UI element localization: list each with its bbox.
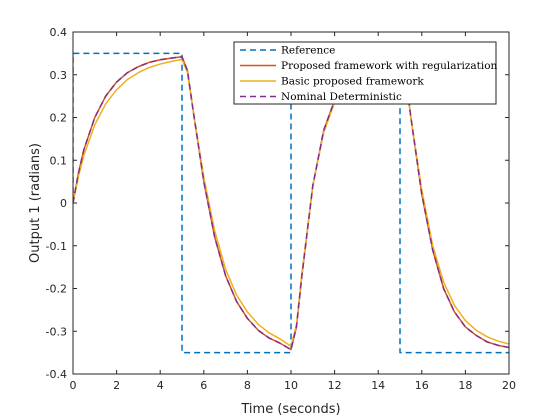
series-lines: [73, 52, 509, 354]
x-tick-label: 20: [502, 379, 516, 392]
y-tick-label: -0.1: [46, 240, 67, 253]
x-tick-label: 18: [458, 379, 472, 392]
y-axis-label: Output 1 (radians): [28, 143, 43, 263]
legend-label: Proposed framework with regularization: [281, 60, 498, 72]
x-tick-label: 6: [200, 379, 207, 392]
axis-ticks: 0 2 4 6 8 10 12 14 16 18 20 -0.4 -0.3 -0.2 -0.1 0 0.1 0.2…: [46, 26, 516, 392]
legend-label: Nominal Deterministic: [281, 91, 402, 103]
y-tick-label: -0.4: [46, 368, 67, 381]
legend-label: Reference: [281, 45, 335, 57]
series-line-4: [73, 56, 509, 351]
x-tick-label: 16: [415, 379, 429, 392]
y-tick-label: 0: [60, 197, 67, 210]
legend-label: Basic proposed framework: [281, 76, 424, 88]
y-tick-label: 0.3: [50, 69, 68, 82]
x-tick-label: 10: [284, 379, 298, 392]
x-tick-label: 0: [70, 379, 77, 392]
x-tick-label: 8: [244, 379, 251, 392]
legend: Reference Proposed framework with regular…: [233, 41, 498, 105]
y-tick-label: 0.2: [50, 112, 68, 125]
y-tick-label: 0.1: [50, 154, 68, 167]
y-tick-label: -0.3: [46, 325, 67, 338]
x-tick-label: 4: [157, 379, 164, 392]
legend-box: [233, 41, 497, 105]
series-line-1: [73, 52, 509, 354]
y-tick-label: -0.2: [46, 283, 67, 296]
series-line-3: [73, 58, 509, 347]
x-tick-label: 2: [113, 379, 120, 392]
x-axis-label: Time (seconds): [240, 402, 340, 417]
x-tick-label: 14: [371, 379, 385, 392]
x-tick-label: 12: [328, 379, 342, 392]
y-tick-label: 0.4: [50, 26, 68, 39]
